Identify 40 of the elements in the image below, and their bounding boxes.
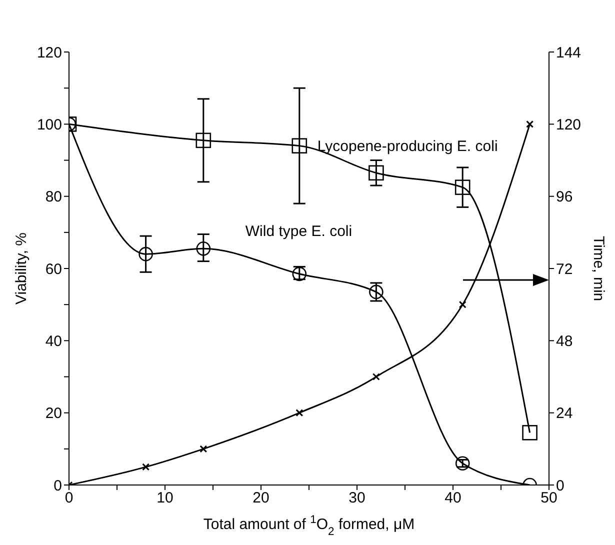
y2-axis-title: Time, min — [590, 236, 607, 302]
x-tick-label: 40 — [444, 490, 462, 507]
point — [292, 138, 308, 154]
point — [369, 284, 384, 300]
x-axis-title: Total amount of $^{1}$O$_{2}$ formed, μM — [203, 514, 415, 538]
point — [138, 246, 153, 262]
point — [454, 180, 470, 195]
point — [142, 463, 150, 471]
point — [196, 132, 212, 148]
series-label: Wild type E. coli — [245, 222, 352, 240]
y2-tick-label: 120 — [556, 116, 582, 134]
point — [296, 409, 304, 417]
y-tick-label: 100 — [36, 116, 62, 134]
point — [368, 165, 384, 181]
point — [372, 373, 380, 380]
y-tick-label: 60 — [45, 260, 62, 278]
y2-tick-label: 48 — [556, 332, 573, 350]
point — [526, 120, 534, 128]
x-tick-label: 20 — [252, 490, 270, 507]
y2-tick-label: 144 — [556, 44, 582, 62]
series-label: Lycopene-producing E. coli — [317, 138, 498, 155]
y-axis-title: Viability, % — [13, 232, 30, 304]
y2-tick-label: 24 — [556, 405, 573, 422]
point — [455, 456, 470, 470]
x-tick-label: 10 — [156, 490, 174, 507]
point — [196, 242, 211, 256]
point — [522, 425, 538, 440]
point — [200, 445, 208, 453]
x-tick-label: 30 — [348, 490, 366, 507]
y2-tick-label: 72 — [556, 260, 573, 278]
y-tick-label: 0 — [54, 477, 62, 494]
point — [458, 300, 466, 308]
y2-tick-label: 0 — [556, 477, 564, 494]
y-tick-label: 20 — [45, 405, 62, 422]
y-tick-label: 120 — [36, 44, 62, 62]
y2-tick-label: 96 — [556, 188, 573, 206]
y-tick-label: 40 — [45, 332, 62, 350]
x-tick-label: 0 — [64, 490, 74, 507]
x-tick-label: 50 — [540, 490, 558, 507]
y-tick-label: 80 — [45, 188, 62, 206]
